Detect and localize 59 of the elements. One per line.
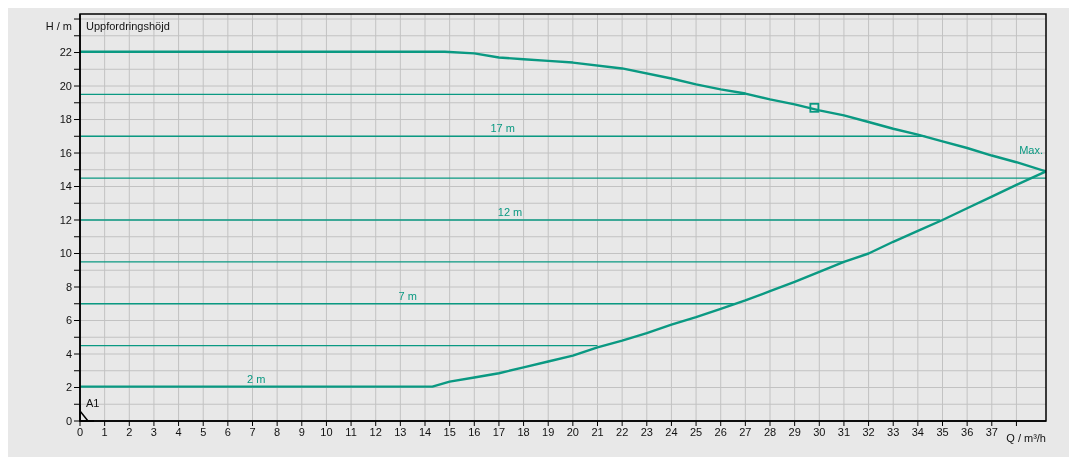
text: Uppfordringshöjd	[86, 20, 170, 32]
y-tick-label: 0	[65, 414, 72, 427]
y-tick-label: 2	[65, 381, 72, 394]
series-label: 17 m	[490, 122, 515, 135]
x-tick-label: 29	[788, 425, 801, 438]
y-tick-label: 22	[59, 46, 72, 59]
x-tick-label: 15	[443, 425, 456, 438]
y-tick-label: 10	[59, 247, 72, 260]
x-tick-label: 8	[274, 425, 281, 438]
x-tick-label: 0	[76, 425, 84, 438]
x-tick-label: 22	[616, 425, 629, 438]
x-tick-label: 7	[249, 425, 256, 438]
x-tick-label: 21	[591, 425, 604, 438]
x-tick-label: 37	[985, 425, 998, 438]
y-tick-label: 14	[59, 180, 72, 193]
y-axis-title: H / m	[45, 20, 72, 32]
x-tick-label: 12	[369, 425, 382, 438]
x-tick-label: 31	[837, 425, 851, 438]
x-tick-label: 5	[200, 425, 207, 438]
x-tick-label: 25	[689, 425, 703, 438]
x-tick-label: 17	[492, 425, 506, 438]
x-tick-label: 11	[345, 425, 357, 438]
x-tick-label: 6	[224, 425, 231, 438]
y-tick-label: 16	[59, 146, 72, 159]
x-tick-label: 18	[517, 425, 530, 438]
x-tick-label: 35	[936, 425, 949, 438]
y-tick-label: 8	[65, 280, 72, 293]
series-label: 12 m	[497, 206, 523, 219]
x-tick-label: 1	[101, 425, 108, 438]
x-tick-label: 24	[665, 425, 678, 438]
x-tick-label: 36	[961, 425, 974, 438]
x-tick-label: 9	[298, 425, 305, 438]
y-tick-label: 4	[65, 347, 72, 360]
x-tick-label: 19	[542, 425, 555, 438]
x-tick-label: 33	[887, 425, 900, 438]
x-tick-label: 32	[862, 425, 875, 438]
series-label: 2 m	[247, 372, 266, 385]
x-tick-label: 27	[739, 425, 752, 438]
x-tick-label: 23	[640, 425, 653, 438]
x-tick-label: 34	[911, 425, 924, 438]
x-tick-label: 4	[175, 425, 182, 438]
series-label: 7 m	[398, 289, 417, 302]
x-tick-label: 3	[150, 425, 157, 438]
series-label: Max.	[1019, 144, 1043, 157]
x-axis-title: Q / m³/h	[1006, 432, 1046, 444]
y-tick-label: 6	[65, 314, 72, 327]
x-tick-label: 28	[763, 425, 777, 438]
x-tick-label: 26	[714, 425, 727, 438]
x-tick-label: 10	[320, 425, 333, 438]
x-tick-label: 13	[394, 425, 407, 438]
x-tick-label: 20	[566, 425, 579, 438]
x-tick-label: 16	[468, 425, 481, 438]
y-tick-label: 12	[59, 213, 72, 226]
x-tick-label: 14	[418, 425, 432, 438]
x-tick-label: 30	[813, 425, 826, 438]
y-tick-label: 20	[59, 79, 72, 92]
annotation: A1	[86, 397, 100, 409]
x-tick-label: 2	[126, 425, 133, 438]
y-tick-label: 18	[59, 113, 72, 126]
